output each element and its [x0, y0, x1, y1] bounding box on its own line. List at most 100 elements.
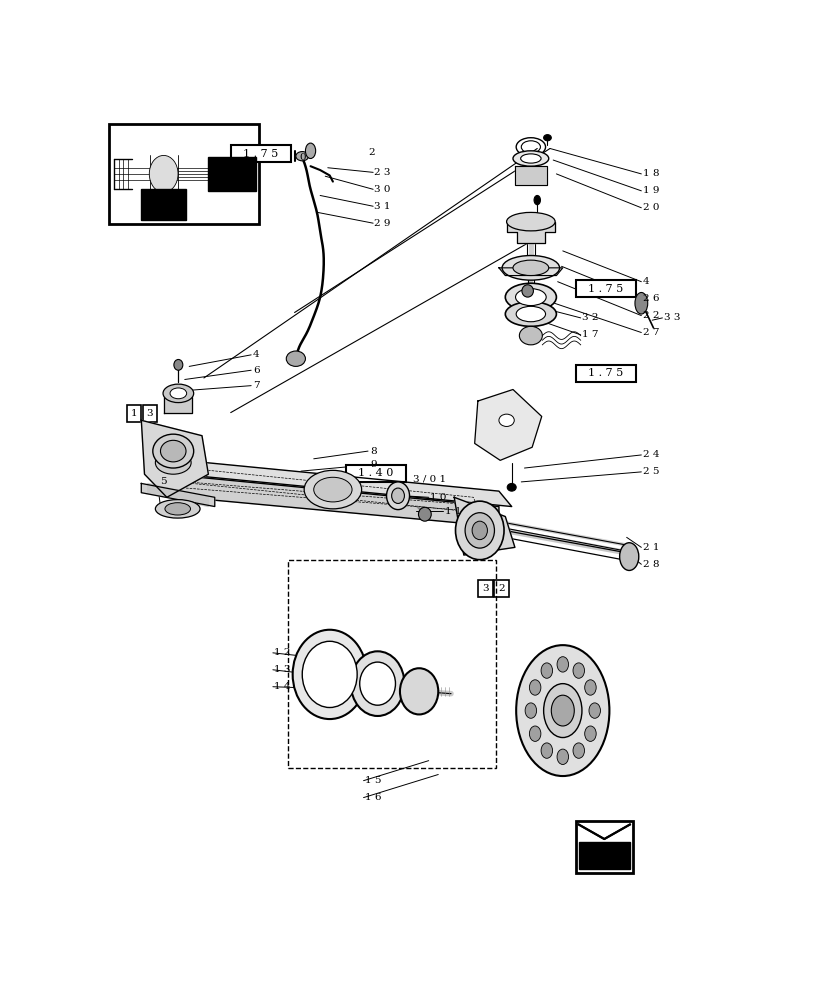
Ellipse shape — [351, 651, 405, 716]
Ellipse shape — [360, 662, 396, 705]
Ellipse shape — [529, 680, 541, 695]
Ellipse shape — [635, 292, 648, 314]
Ellipse shape — [293, 630, 367, 719]
Bar — [494, 580, 508, 597]
Bar — [479, 580, 493, 597]
Bar — [127, 405, 142, 422]
Text: 3 / 0 1: 3 / 0 1 — [413, 474, 446, 483]
Ellipse shape — [534, 195, 541, 205]
Text: 2 3: 2 3 — [374, 168, 391, 177]
Ellipse shape — [573, 663, 584, 678]
Text: 3: 3 — [482, 584, 489, 593]
Ellipse shape — [557, 657, 569, 672]
Polygon shape — [515, 166, 547, 185]
Ellipse shape — [499, 414, 514, 426]
Polygon shape — [578, 825, 630, 839]
Ellipse shape — [502, 256, 559, 280]
Bar — [575, 280, 636, 297]
Text: 1 8: 1 8 — [643, 169, 659, 178]
Bar — [575, 365, 636, 382]
Polygon shape — [142, 420, 208, 497]
Ellipse shape — [472, 521, 488, 540]
Polygon shape — [499, 268, 563, 276]
Ellipse shape — [302, 641, 357, 708]
Text: 1 3: 1 3 — [274, 665, 291, 674]
Text: 1 7: 1 7 — [582, 330, 598, 339]
Polygon shape — [475, 389, 541, 460]
Ellipse shape — [156, 451, 191, 474]
Ellipse shape — [573, 743, 584, 758]
Ellipse shape — [306, 143, 316, 159]
Polygon shape — [208, 157, 256, 191]
Text: 3 1: 3 1 — [374, 202, 391, 211]
Polygon shape — [578, 842, 630, 869]
Text: 3 3: 3 3 — [663, 313, 680, 322]
Ellipse shape — [529, 726, 541, 741]
Ellipse shape — [522, 285, 533, 297]
Ellipse shape — [505, 283, 556, 311]
Ellipse shape — [589, 703, 601, 718]
Text: 3 0: 3 0 — [374, 185, 391, 194]
Text: 2 0: 2 0 — [643, 203, 659, 212]
Text: 1 1: 1 1 — [445, 507, 461, 516]
Ellipse shape — [156, 500, 200, 518]
Ellipse shape — [419, 507, 431, 521]
Ellipse shape — [163, 384, 194, 403]
Ellipse shape — [286, 351, 306, 366]
Ellipse shape — [541, 663, 553, 678]
Ellipse shape — [304, 470, 362, 509]
Ellipse shape — [513, 151, 549, 166]
Text: 1 6: 1 6 — [365, 793, 382, 802]
Polygon shape — [142, 189, 186, 220]
Bar — [575, 821, 633, 873]
Ellipse shape — [516, 306, 545, 322]
Text: 0: 0 — [300, 153, 307, 162]
Ellipse shape — [516, 645, 610, 776]
Ellipse shape — [551, 695, 574, 726]
Text: 5: 5 — [161, 477, 167, 486]
Ellipse shape — [161, 440, 186, 462]
Ellipse shape — [149, 155, 178, 192]
Bar — [143, 405, 157, 422]
Text: 1 2: 1 2 — [274, 648, 291, 657]
Polygon shape — [166, 459, 512, 507]
Ellipse shape — [516, 289, 546, 306]
Polygon shape — [166, 474, 499, 527]
Text: 1 4: 1 4 — [274, 682, 291, 691]
Ellipse shape — [314, 477, 352, 502]
Text: 2 1: 2 1 — [643, 543, 659, 552]
Ellipse shape — [391, 488, 405, 503]
Text: 7: 7 — [253, 381, 260, 390]
Ellipse shape — [174, 359, 183, 370]
Ellipse shape — [400, 668, 438, 714]
Ellipse shape — [541, 743, 553, 758]
Bar — [346, 465, 406, 482]
Bar — [231, 145, 292, 162]
Ellipse shape — [544, 135, 551, 141]
Text: 2 5: 2 5 — [643, 467, 659, 476]
Text: 4: 4 — [253, 350, 260, 359]
Ellipse shape — [465, 513, 494, 548]
Ellipse shape — [525, 703, 536, 718]
Polygon shape — [507, 222, 555, 243]
Polygon shape — [454, 497, 515, 555]
Text: 1: 1 — [131, 409, 138, 418]
Ellipse shape — [521, 154, 541, 163]
Ellipse shape — [544, 684, 582, 738]
Ellipse shape — [296, 152, 309, 161]
Ellipse shape — [165, 503, 190, 515]
Text: 4: 4 — [643, 277, 649, 286]
Text: 1 5: 1 5 — [365, 776, 382, 785]
Text: 3 2: 3 2 — [582, 313, 598, 322]
Ellipse shape — [620, 543, 639, 570]
Ellipse shape — [585, 680, 597, 695]
Text: 2 7: 2 7 — [643, 328, 659, 337]
Ellipse shape — [508, 483, 516, 491]
Polygon shape — [147, 483, 208, 507]
Text: 1 . 4 0: 1 . 4 0 — [358, 468, 394, 478]
Text: 2 9: 2 9 — [374, 219, 391, 228]
Ellipse shape — [519, 326, 542, 345]
Text: 2: 2 — [499, 584, 505, 593]
Polygon shape — [164, 397, 192, 413]
Text: 1 9: 1 9 — [643, 186, 659, 195]
